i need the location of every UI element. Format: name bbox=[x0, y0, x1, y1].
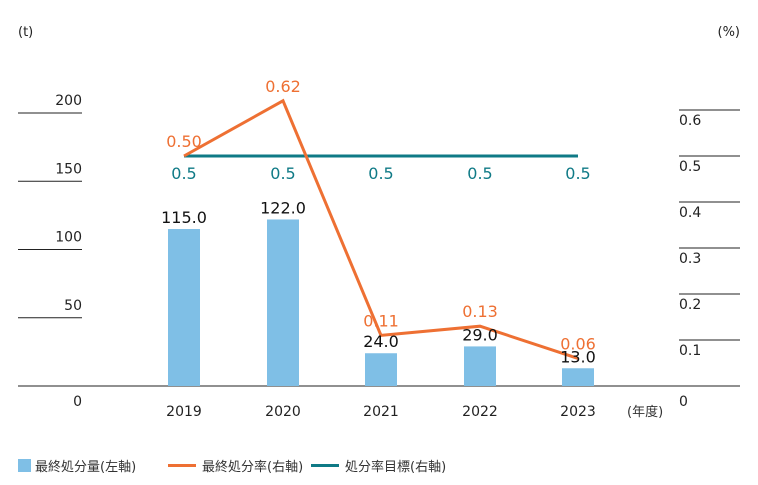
left-tick-label-50: 50 bbox=[64, 298, 82, 314]
bar-label-2019: 115.0 bbox=[161, 208, 207, 227]
right-axis-unit: (%) bbox=[718, 25, 741, 40]
right-tick-label-0: 0 bbox=[679, 394, 688, 410]
rate-label-2022: 0.13 bbox=[462, 302, 498, 321]
target-label-2022: 0.5 bbox=[467, 164, 492, 183]
x-tick-label-2023: 2023 bbox=[560, 404, 596, 420]
x-axis: 2019 2020 2021 2022 2023 (年度) bbox=[166, 404, 663, 420]
right-axis: 0 0.1 0.2 0.3 0.4 0.5 0.6 (%) bbox=[679, 25, 740, 410]
right-tick-label-0.5: 0.5 bbox=[679, 159, 701, 175]
bar-label-2020: 122.0 bbox=[260, 198, 306, 217]
legend-label-bar: 最終処分量(左軸) bbox=[35, 460, 137, 475]
bars bbox=[168, 219, 594, 386]
x-axis-unit: (年度) bbox=[627, 404, 663, 420]
right-tick-label-0.1: 0.1 bbox=[679, 343, 701, 359]
legend: 最終処分量(左軸) 最終処分率(右軸) 処分率目標(右軸) bbox=[0, 456, 758, 476]
left-axis-unit: (t) bbox=[18, 25, 33, 40]
left-tick-label-200: 200 bbox=[55, 93, 82, 109]
legend-swatch-rate bbox=[168, 464, 196, 467]
target-label-2020: 0.5 bbox=[270, 164, 295, 183]
legend-item-target: 処分率目標(右軸) bbox=[311, 456, 446, 475]
legend-item-bar: 最終処分量(左軸) bbox=[18, 456, 136, 475]
legend-label-target: 処分率目標(右軸) bbox=[345, 460, 447, 475]
x-tick-label-2022: 2022 bbox=[462, 404, 498, 420]
legend-swatch-target bbox=[311, 464, 339, 467]
rate-line bbox=[183, 98, 579, 360]
x-tick-label-2021: 2021 bbox=[363, 404, 399, 420]
right-tick-label-0.4: 0.4 bbox=[679, 205, 701, 221]
target-label-2023: 0.5 bbox=[565, 164, 590, 183]
bar-2019 bbox=[168, 229, 200, 386]
lines bbox=[183, 98, 579, 360]
target-label-2021: 0.5 bbox=[368, 164, 393, 183]
bar-2022 bbox=[464, 346, 496, 386]
x-tick-label-2019: 2019 bbox=[166, 404, 202, 420]
right-tick-label-0.6: 0.6 bbox=[679, 113, 701, 129]
bar-label-2022: 29.0 bbox=[462, 325, 498, 344]
legend-item-rate: 最終処分率(右軸) bbox=[168, 456, 303, 475]
bar-2020 bbox=[267, 219, 299, 386]
rate-label-2019: 0.50 bbox=[166, 132, 202, 151]
bar-2021 bbox=[365, 353, 397, 386]
left-tick-label-100: 100 bbox=[55, 230, 82, 246]
right-tick-label-0.2: 0.2 bbox=[679, 297, 701, 313]
legend-label-rate: 最終処分率(右軸) bbox=[202, 460, 304, 475]
bar-label-2021: 24.0 bbox=[363, 332, 399, 351]
rate-label-2021: 0.11 bbox=[363, 311, 399, 330]
rate-label-2020: 0.62 bbox=[265, 77, 301, 96]
left-tick-label-0: 0 bbox=[73, 394, 82, 410]
x-tick-label-2020: 2020 bbox=[265, 404, 301, 420]
legend-swatch-bar bbox=[18, 459, 31, 472]
bar-label-2023: 13.0 bbox=[560, 347, 596, 366]
right-tick-label-0.3: 0.3 bbox=[679, 251, 701, 267]
left-axis: 0 50 100 150 200 (t) bbox=[18, 25, 82, 410]
target-label-2019: 0.5 bbox=[171, 164, 196, 183]
bar-2023 bbox=[562, 368, 594, 386]
data-labels: 115.0 122.0 24.0 29.0 13.0 0.5 0.5 0.5 0.5 0.5 0.5… bbox=[161, 77, 596, 366]
left-tick-label-150: 150 bbox=[55, 161, 82, 177]
rate-label-2023: 0.06 bbox=[560, 334, 596, 353]
